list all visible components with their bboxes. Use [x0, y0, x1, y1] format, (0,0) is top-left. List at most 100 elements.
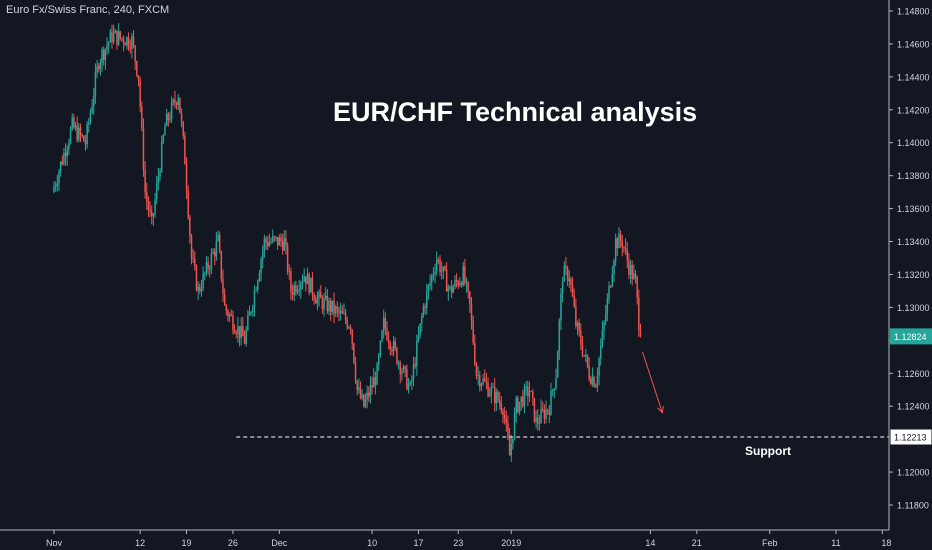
- candle: [465, 282, 468, 284]
- candle: [310, 277, 312, 293]
- candle: [127, 37, 130, 47]
- candle: [162, 135, 165, 143]
- candle: [381, 330, 383, 341]
- price-tick-label: 1.11800: [897, 501, 929, 511]
- candle: [319, 292, 322, 299]
- candle: [537, 417, 539, 424]
- candle: [286, 245, 289, 272]
- candle: [97, 66, 100, 70]
- candle: [344, 313, 347, 321]
- candle: [561, 281, 564, 294]
- candle: [417, 335, 420, 341]
- candle: [629, 264, 632, 276]
- time-axis[interactable]: Nov 12 19 26 Dec 10 17 23 2019 14 21 Feb 11 18: [0, 529, 891, 548]
- candle: [281, 241, 284, 251]
- candle: [427, 285, 430, 292]
- candles-layer: [53, 23, 642, 462]
- candle: [368, 392, 370, 397]
- candle: [295, 285, 297, 293]
- candle: [624, 247, 627, 249]
- candle: [232, 315, 234, 331]
- candle: [609, 286, 612, 288]
- candle: [382, 317, 385, 331]
- forecast-arrow[interactable]: [642, 351, 663, 413]
- candle: [487, 383, 489, 397]
- candle: [205, 261, 208, 273]
- candle: [495, 392, 498, 404]
- candle: [472, 320, 474, 344]
- price-tick-label: 1.14000: [897, 138, 930, 148]
- time-tick-label: 10: [367, 538, 377, 548]
- symbol-label[interactable]: Euro Fx/Swiss Franc, 240, FXCM: [6, 4, 170, 16]
- candle: [492, 386, 494, 388]
- candle: [106, 45, 108, 50]
- candle: [618, 233, 620, 249]
- candle: [146, 192, 148, 202]
- candle: [366, 392, 368, 400]
- candle: [207, 261, 209, 270]
- candle: [571, 284, 574, 297]
- candle: [68, 142, 70, 150]
- candle: [434, 271, 436, 275]
- candle: [444, 266, 446, 270]
- candle: [356, 380, 358, 390]
- candle: [54, 185, 57, 187]
- candle: [522, 396, 524, 407]
- candle: [268, 242, 271, 246]
- candle: [252, 307, 254, 313]
- chart-title: EUR/CHF Technical analysis: [333, 97, 698, 127]
- candle: [379, 340, 382, 356]
- candle: [543, 410, 546, 419]
- candle: [479, 375, 481, 387]
- candle: [248, 312, 251, 316]
- candle: [555, 377, 557, 389]
- candle: [508, 437, 511, 456]
- candle: [197, 286, 199, 291]
- candle: [104, 49, 107, 61]
- candle: [527, 386, 529, 397]
- candle: [78, 127, 80, 141]
- candle: [588, 365, 590, 380]
- candle: [333, 300, 335, 314]
- candle: [142, 127, 145, 171]
- candle: [409, 382, 411, 385]
- candle: [313, 294, 315, 300]
- candle: [401, 371, 403, 375]
- candle: [149, 210, 151, 212]
- price-axis[interactable]: 1.14800 1.14600 1.14400 1.14200 1.14000 1.138…: [888, 0, 932, 530]
- candle: [280, 237, 282, 242]
- time-tick-label: 17: [413, 538, 423, 548]
- candle: [397, 362, 400, 364]
- time-tick-label: 23: [453, 538, 463, 548]
- candle: [497, 392, 499, 401]
- candle: [157, 176, 160, 184]
- candle: [172, 99, 175, 103]
- candle: [316, 298, 319, 304]
- candle: [502, 410, 504, 415]
- candle: [202, 273, 204, 289]
- candle: [182, 121, 184, 136]
- candle: [271, 236, 274, 242]
- candle: [493, 386, 496, 404]
- candle: [81, 134, 83, 136]
- support-label: Support: [745, 444, 791, 458]
- price-tick-label: 1.14400: [897, 72, 930, 82]
- candle: [498, 400, 501, 404]
- candle: [429, 282, 431, 286]
- candle: [341, 311, 344, 314]
- candle: [452, 287, 455, 293]
- candle: [326, 295, 329, 312]
- candle: [414, 364, 416, 367]
- candle: [56, 183, 59, 186]
- candle: [631, 264, 633, 280]
- candle: [334, 306, 337, 314]
- candle: [89, 112, 92, 123]
- candle: [608, 286, 610, 299]
- candle: [263, 238, 266, 251]
- candle: [532, 391, 534, 399]
- candle: [324, 295, 327, 299]
- time-tick-label: Feb: [762, 538, 778, 548]
- candle: [204, 272, 206, 274]
- candle: [470, 304, 473, 321]
